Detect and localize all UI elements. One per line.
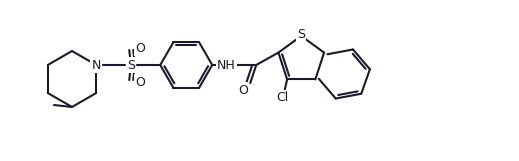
- Text: S: S: [297, 28, 305, 41]
- Text: O: O: [135, 76, 145, 89]
- Text: Cl: Cl: [276, 91, 288, 104]
- Text: NH: NH: [217, 58, 236, 71]
- Text: O: O: [238, 84, 248, 96]
- Text: N: N: [91, 58, 101, 71]
- Text: O: O: [135, 42, 145, 55]
- Text: S: S: [127, 58, 135, 71]
